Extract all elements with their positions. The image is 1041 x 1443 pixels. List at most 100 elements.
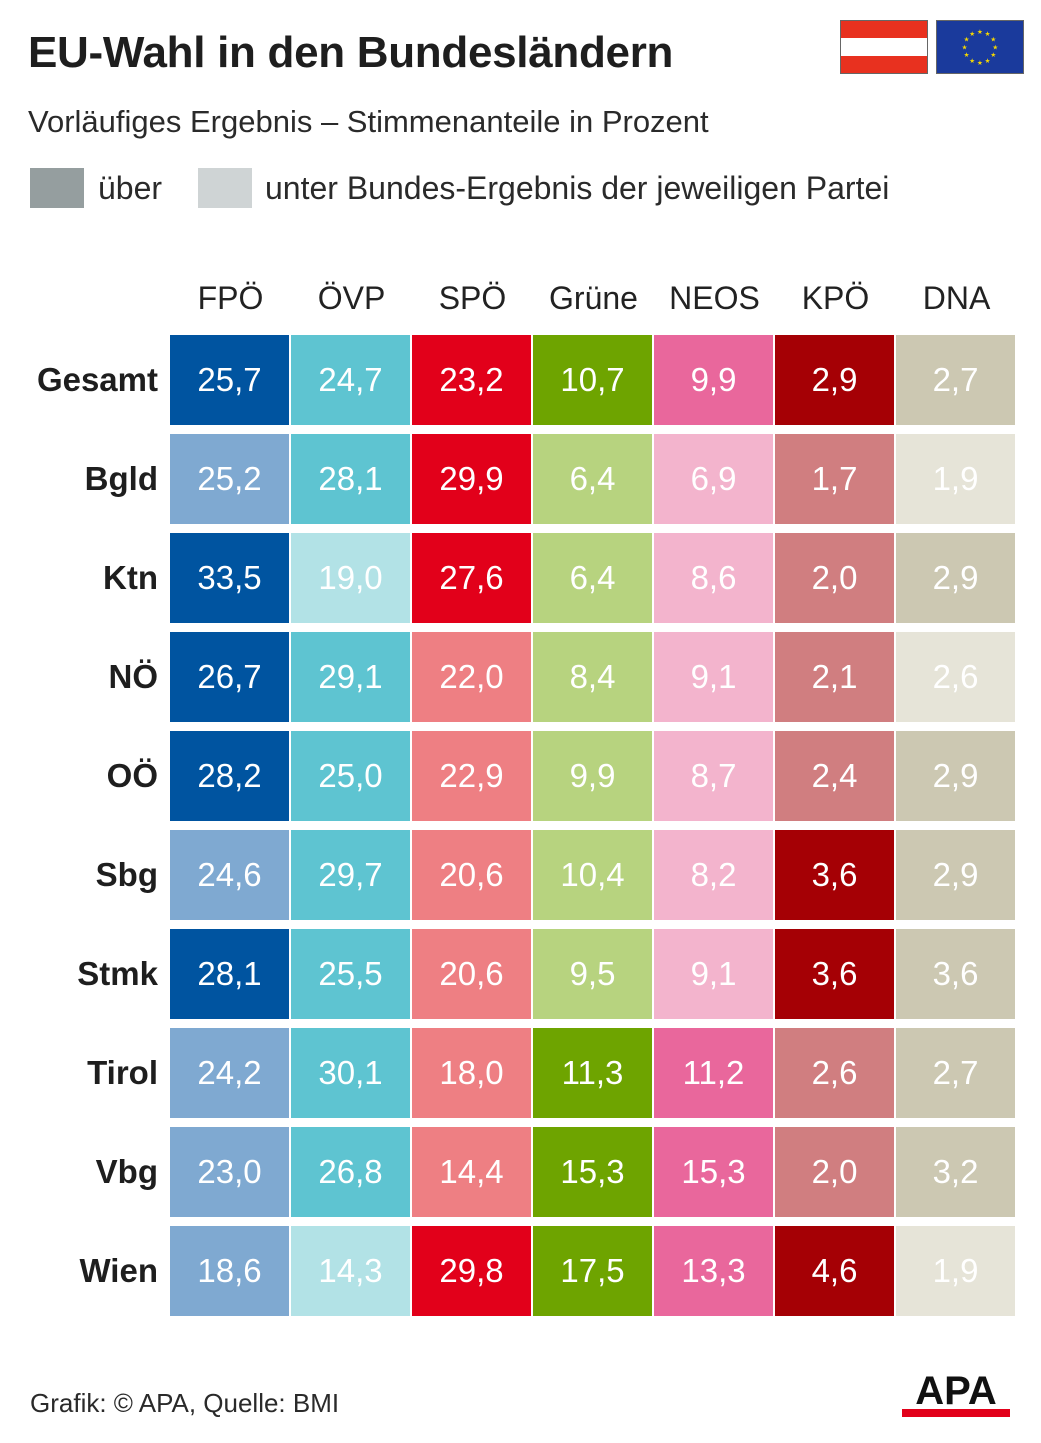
chart-title: EU-Wahl in den Bundesländern — [28, 28, 674, 77]
table-cell: 29,9 — [412, 434, 531, 524]
eu-star-icon: ★ — [990, 36, 996, 44]
eu-star-icon: ★ — [977, 28, 983, 36]
table-cell: 13,3 — [654, 1226, 773, 1316]
column-header: ÖVP — [317, 280, 386, 316]
legend-label-above: über — [98, 170, 163, 206]
table-cell: 20,6 — [412, 830, 531, 920]
column-header: NEOS — [669, 280, 760, 316]
apa-logo: APA — [902, 1369, 1010, 1417]
table-cell: 10,4 — [533, 830, 652, 920]
table-cell: 33,5 — [170, 533, 289, 623]
table-cell: 4,6 — [775, 1226, 894, 1316]
table-cell: 8,7 — [654, 731, 773, 821]
eu-star-icon: ★ — [964, 36, 970, 44]
table-cell: 18,6 — [170, 1226, 289, 1316]
legend-swatch-above — [30, 168, 84, 208]
table-cell: 25,5 — [291, 929, 410, 1019]
table-cell: 3,6 — [775, 929, 894, 1019]
eu-star-icon: ★ — [992, 43, 998, 51]
table-cell: 2,9 — [896, 533, 1015, 623]
table-cell: 6,4 — [533, 434, 652, 524]
column-header: KPÖ — [801, 280, 870, 316]
table-cell: 8,6 — [654, 533, 773, 623]
table-cell: 1,7 — [775, 434, 894, 524]
austria-flag-icon — [840, 20, 928, 74]
table-cell: 1,9 — [896, 434, 1015, 524]
eu-star-icon: ★ — [969, 30, 975, 38]
table-cell: 3,6 — [775, 830, 894, 920]
table-cell: 2,0 — [775, 1127, 894, 1217]
row-label: Tirol — [87, 1054, 158, 1091]
table-cell: 24,7 — [291, 335, 410, 425]
table-cell: 28,1 — [291, 434, 410, 524]
eu-flag-icon: ★ ★★★★★★★★★★★ — [936, 20, 1024, 74]
table-cell: 9,9 — [654, 335, 773, 425]
table-cell: 29,8 — [412, 1226, 531, 1316]
table-cell: 2,9 — [775, 335, 894, 425]
row-label: NÖ — [108, 658, 159, 695]
table-cell: 9,5 — [533, 929, 652, 1019]
table-cell: 8,2 — [654, 830, 773, 920]
legend-swatch-below — [198, 168, 252, 208]
legend-label-below: unter Bundes-Ergebnis der jeweiligen Par… — [265, 170, 890, 206]
table-cell: 6,9 — [654, 434, 773, 524]
table-cell: 8,4 — [533, 632, 652, 722]
table-cell: 25,7 — [170, 335, 289, 425]
eu-star-icon: ★ — [985, 57, 991, 65]
table-cell: 10,7 — [533, 335, 652, 425]
table-cell: 6,4 — [533, 533, 652, 623]
table-cell: 2,7 — [896, 335, 1015, 425]
table-cell: 22,9 — [412, 731, 531, 821]
table-cell: 2,4 — [775, 731, 894, 821]
table-cell: 15,3 — [533, 1127, 652, 1217]
eu-star-icon: ★ — [977, 59, 983, 67]
row-label: OÖ — [106, 757, 158, 794]
column-header: SPÖ — [438, 280, 507, 316]
table-cell: 18,0 — [412, 1028, 531, 1118]
column-header: DNA — [922, 280, 991, 316]
row-label: Bgld — [84, 460, 158, 497]
table-cell: 24,2 — [170, 1028, 289, 1118]
table-cell: 26,7 — [170, 632, 289, 722]
table-cell: 23,2 — [412, 335, 531, 425]
table-cell: 2,9 — [896, 731, 1015, 821]
table-cell: 2,9 — [896, 830, 1015, 920]
table-cell: 14,3 — [291, 1226, 410, 1316]
column-header: Grüne — [549, 280, 638, 316]
table-cell: 17,5 — [533, 1226, 652, 1316]
table-cell: 23,0 — [170, 1127, 289, 1217]
table-cell: 2,7 — [896, 1028, 1015, 1118]
row-label: Stmk — [77, 955, 158, 992]
table-cell: 20,6 — [412, 929, 531, 1019]
eu-star-icon: ★ — [964, 51, 970, 59]
eu-star-icon: ★ — [990, 51, 996, 59]
source-note: Grafik: © APA, Quelle: BMI — [30, 1388, 340, 1418]
table-cell: 2,1 — [775, 632, 894, 722]
table-cell: 27,6 — [412, 533, 531, 623]
table-cell: 2,6 — [775, 1028, 894, 1118]
table-cell: 28,2 — [170, 731, 289, 821]
table-cell: 9,1 — [654, 929, 773, 1019]
table-cell: 30,1 — [291, 1028, 410, 1118]
eu-star-icon: ★ — [969, 57, 975, 65]
table-cell: 29,7 — [291, 830, 410, 920]
table-cell: 14,4 — [412, 1127, 531, 1217]
table-cell: 2,6 — [896, 632, 1015, 722]
table-cell: 9,1 — [654, 632, 773, 722]
row-label: Ktn — [103, 559, 158, 596]
table-cell: 24,6 — [170, 830, 289, 920]
row-label: Wien — [79, 1252, 158, 1289]
table-cell: 26,8 — [291, 1127, 410, 1217]
table-cell: 11,2 — [654, 1028, 773, 1118]
table-cell: 29,1 — [291, 632, 410, 722]
eu-star-icon: ★ — [985, 30, 991, 38]
column-header: FPÖ — [197, 280, 264, 316]
table-cell: 2,0 — [775, 533, 894, 623]
chart-subtitle: Vorläufiges Ergebnis – Stimmenanteile in… — [28, 104, 709, 139]
table-cell: 22,0 — [412, 632, 531, 722]
table-cell: 3,6 — [896, 929, 1015, 1019]
table-cell: 25,0 — [291, 731, 410, 821]
table-cell: 9,9 — [533, 731, 652, 821]
table-cell: 25,2 — [170, 434, 289, 524]
table-cell: 15,3 — [654, 1127, 773, 1217]
